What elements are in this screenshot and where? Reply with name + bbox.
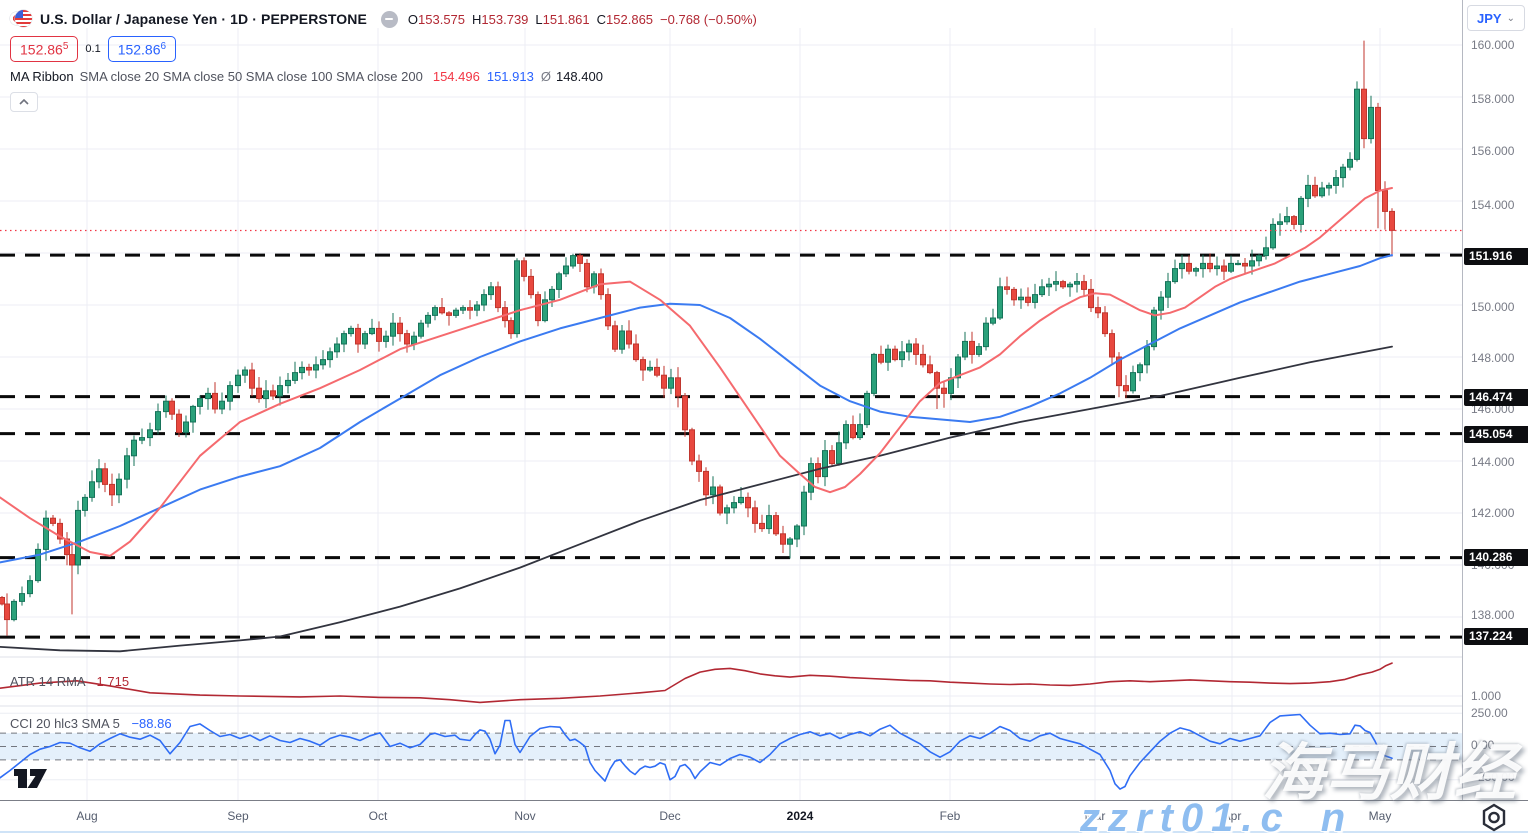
ma-ribbon-params: SMA close 20 SMA close 50 SMA close 100 … (79, 69, 423, 84)
price-level-badge: 151.916 (1464, 248, 1528, 265)
sma200-line (0, 345, 1393, 653)
ma-ribbon-row[interactable]: MA Ribbon SMA close 20 SMA close 50 SMA … (10, 69, 764, 84)
cci-label: CCI 20 hlc3 SMA 5 (10, 716, 120, 731)
time-axis[interactable]: Aug Sep Oct Nov Dec 2024 Feb Mar Apr May (0, 800, 1528, 833)
atr-label: ATR 14 RMA (10, 674, 85, 689)
candles-series (0, 40, 1395, 636)
time-tick-label: Feb (939, 809, 961, 823)
ma-ribbon-label: MA Ribbon (10, 69, 74, 84)
time-tick-label: Nov (514, 809, 536, 823)
price-tick-label: 138.000 (1471, 608, 1515, 622)
sell-button[interactable]: 152.865 (10, 36, 79, 62)
price-tick-label: 158.000 (1471, 92, 1515, 106)
gridlines (0, 28, 1462, 800)
price-tick-label: 1.000 (1471, 689, 1502, 703)
sma50-line (0, 254, 1393, 564)
legend: U.S. Dollar / Japanese Yen · 1D · PEPPER… (10, 8, 764, 112)
price-tick-label: 142.000 (1471, 506, 1515, 520)
time-tick-label: 2024 (786, 809, 814, 823)
ohlc-values: O153.575 H153.739 L151.861 C152.865 −0.768 (… (407, 11, 757, 27)
high-value: 153.739 (481, 11, 529, 27)
open-value: 153.575 (418, 11, 466, 27)
symbol-title[interactable]: U.S. Dollar / Japanese Yen · 1D · PEPPER… (40, 11, 367, 27)
tradingview-logo[interactable] (13, 764, 49, 790)
price-tick-label: 250.00 (1471, 706, 1508, 720)
symbol-flag-icon (10, 10, 34, 28)
time-tick-label: Mar (1084, 809, 1106, 823)
quote-row: 152.865 0.1 152.866 (10, 36, 764, 62)
price-tick-label: 156.000 (1471, 144, 1515, 158)
level-lines (0, 253, 1462, 639)
cci-indicator-row[interactable]: CCI 20 hlc3 SMA 5 −88.86 (10, 716, 172, 731)
bottom-accent-line (0, 831, 1528, 833)
atr-indicator-row[interactable]: ATR 14 RMA 1.715 (10, 674, 129, 689)
collapse-legend-button[interactable] (10, 92, 38, 112)
time-tick-label: Oct (368, 809, 388, 823)
time-tick-label: Sep (227, 809, 249, 823)
sma20-line (0, 187, 1393, 557)
sma50-value: 151.913 (486, 69, 534, 84)
price-tick-label: 154.000 (1471, 198, 1515, 212)
price-axis[interactable]: JPY ⌄ 160.000 158.000 156.000 154.000 150.00… (1462, 0, 1528, 800)
price-tick-label: 150.000 (1471, 300, 1515, 314)
currency-selector[interactable]: JPY ⌄ (1467, 5, 1525, 31)
time-tick-label: May (1368, 809, 1392, 823)
price-tick-label: 144.000 (1471, 455, 1515, 469)
price-tick-label: 160.000 (1471, 38, 1515, 52)
symbol-row[interactable]: U.S. Dollar / Japanese Yen · 1D · PEPPER… (10, 8, 764, 30)
buy-button[interactable]: 152.866 (107, 36, 177, 62)
time-tick-label: Apr (1222, 809, 1242, 823)
time-tick-label: Aug (76, 809, 98, 823)
price-tick-label: −250.00 (1471, 770, 1515, 784)
atr-line (0, 662, 1393, 704)
sma200-value: 148.400 (555, 69, 603, 84)
close-value: 152.865 (606, 11, 654, 27)
atr-value: 1.715 (96, 674, 130, 689)
cci-line (0, 713, 1393, 790)
low-value: 151.861 (542, 11, 590, 27)
chevron-up-icon (19, 99, 29, 105)
sma20-value: 154.496 (432, 69, 480, 84)
price-level-badge: 146.474 (1464, 389, 1528, 406)
price-level-badge: 137.224 (1464, 628, 1528, 645)
price-tick-label: 148.000 (1471, 351, 1515, 365)
empty-value-icon: Ø (540, 69, 551, 84)
time-tick-label: Dec (659, 809, 681, 823)
cci-value: −88.86 (131, 716, 172, 731)
price-level-badge: 140.286 (1464, 549, 1528, 566)
price-tick-label: 0.00 (1471, 738, 1495, 752)
cci-band (0, 732, 1462, 761)
change-value: −0.768 (−0.50%) (660, 11, 757, 27)
spread-value: 0.1 (85, 43, 101, 55)
chevron-down-icon: ⌄ (1506, 12, 1515, 24)
price-level-badge: 145.054 (1464, 426, 1528, 443)
hide-indicator-icon[interactable] (380, 10, 398, 28)
